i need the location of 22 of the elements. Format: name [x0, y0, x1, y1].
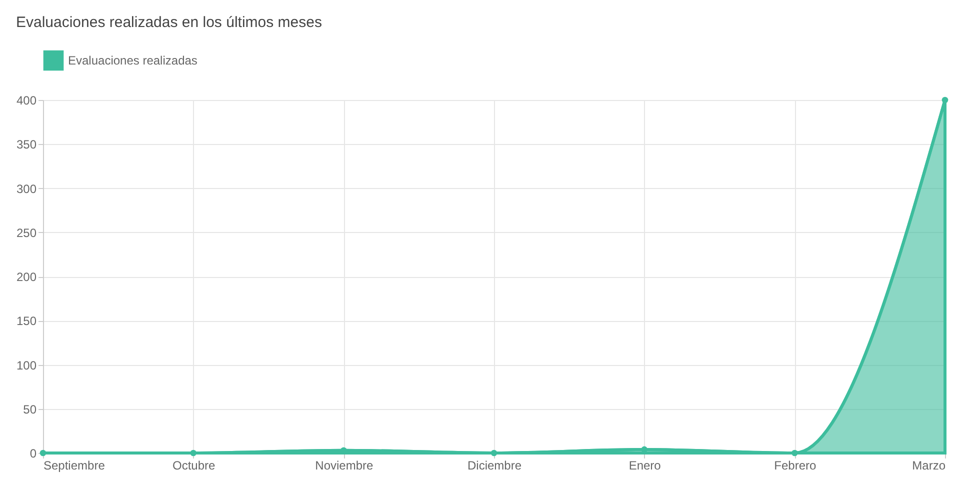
x-tick-label: Febrero — [774, 458, 816, 472]
y-tick-label: 100 — [16, 358, 37, 372]
chart-title: Evaluaciones realizadas en los últimos meses — [16, 14, 322, 31]
x-tick-label: Noviembre — [315, 458, 374, 472]
y-tick-label: 250 — [16, 226, 37, 240]
y-tick-label: 350 — [16, 138, 37, 152]
point — [490, 450, 498, 456]
point — [190, 450, 196, 456]
y-tick-label: 150 — [16, 314, 37, 328]
x-tick-label: Enero — [628, 458, 662, 472]
y-tick-label: 50 — [23, 402, 37, 416]
y-tick-label: 200 — [16, 270, 37, 284]
x-tick-label: Diciembre — [467, 458, 522, 472]
y-tick-label: 0 — [30, 446, 37, 460]
x-tick-label: Marzo — [912, 458, 946, 472]
point — [942, 96, 948, 104]
y-tick-label: 300 — [16, 182, 37, 196]
x-tick-label: Octubre — [172, 458, 216, 472]
y-tick-label: 400 — [16, 94, 37, 108]
point — [792, 450, 798, 456]
legend-label: Evaluaciones realizadas — [68, 54, 198, 68]
x-tick-label: Septiembre — [44, 458, 106, 472]
